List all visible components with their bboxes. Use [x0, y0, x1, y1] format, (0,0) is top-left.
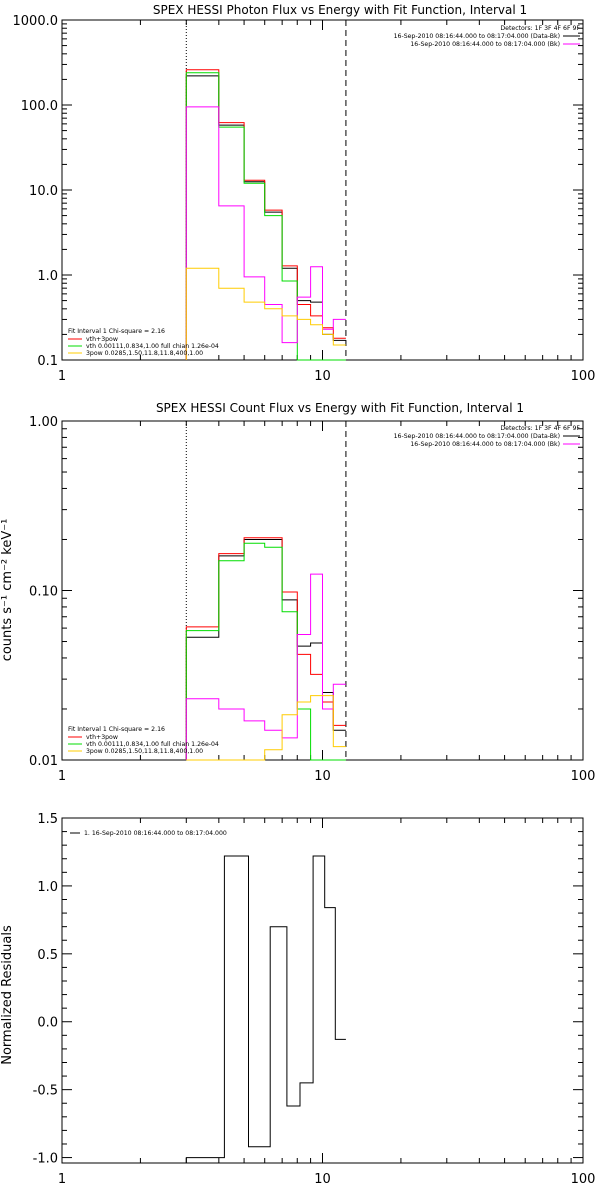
y-tick-label: -1.0	[33, 1152, 58, 1167]
residuals-series	[185, 855, 346, 1163]
photon-flux-top-legend-line-1: Detectors: 1F 3F 4F 6F 9F	[500, 25, 580, 32]
x-tick-label: 100	[571, 769, 596, 784]
series-3-histogram	[185, 106, 346, 360]
count-flux-y-label: counts s⁻¹ cm⁻² keV⁻¹	[0, 519, 15, 662]
residuals-axis-ticks	[61, 817, 583, 1163]
photon-flux-panel: SPEX HESSI Photon Flux vs Energy with Fi…	[13, 3, 596, 384]
y-tick-label: 100.0	[21, 99, 58, 114]
series-2-histogram	[185, 542, 346, 761]
y-tick-label: 0.10	[29, 585, 58, 600]
x-tick-label: 100	[571, 1172, 596, 1187]
y-tick-label: -0.5	[33, 1084, 58, 1099]
photon-flux-title: SPEX HESSI Photon Flux vs Energy with Fi…	[153, 3, 527, 17]
y-tick-label: 1.0	[37, 880, 58, 895]
y-tick-label: 0.01	[29, 754, 58, 769]
count-flux-fit-legend-header: Fit Interval 1 Chi-square = 2.16	[68, 726, 165, 733]
photon-flux-top-legend-line-2: 16-Sep-2010 08:16:44.000 to 08:17:04.000…	[394, 33, 560, 40]
photon-flux-fit-legend-line-2: vth 0.00111,0.834,1.00 full chian 1.26e-…	[86, 343, 219, 350]
series-4-histogram	[185, 267, 346, 360]
series-1-histogram	[185, 69, 346, 360]
y-tick-label: 0.5	[37, 948, 58, 963]
count-flux-series	[185, 537, 346, 761]
x-tick-label: 1	[58, 769, 66, 784]
residuals-legend: 1. 16-Sep-2010 08:16:44.000 to 08:17:04.…	[70, 830, 227, 837]
count-flux-axis-ticks	[61, 421, 583, 761]
residuals-plot-frame	[61, 817, 584, 1164]
count-flux-fit-legend-line-2: vth 0.00111,0.834,1.00 full chian 1.26e-…	[86, 741, 219, 748]
count-flux-top-legend-line-1: Detectors: 1F 3F 4F 6F 9F	[500, 425, 580, 432]
photon-flux-fit-legend-header: Fit Interval 1 Chi-square = 2.16	[68, 328, 165, 335]
residuals-y-label: Normalized Residuals	[0, 925, 15, 1065]
photon-flux-top-legend: Detectors: 1F 3F 4F 6F 9F 16-Sep-2010 08…	[394, 25, 581, 48]
count-flux-panel: SPEX HESSI Count Flux vs Energy with Fit…	[0, 401, 595, 784]
x-tick-label: 1	[58, 1172, 66, 1187]
count-flux-fit-legend-line-1: vth+3pow	[86, 734, 118, 741]
x-tick-label: 100	[571, 369, 596, 384]
residuals-tick-labels: 1 10 100 -1.0 -0.5 0.0 0.5 1.0 1.5	[33, 812, 596, 1187]
y-tick-label: 1000.0	[13, 14, 59, 29]
count-flux-fit-legend-line-3: 3pow 0.0285,1.50,11.8,11.8,400,1.00	[86, 748, 203, 755]
count-flux-title: SPEX HESSI Count Flux vs Energy with Fit…	[156, 401, 524, 415]
count-flux-top-legend-line-2: 16-Sep-2010 08:16:44.000 to 08:17:04.000…	[394, 433, 560, 440]
photon-flux-fit-legend: Fit Interval 1 Chi-square = 2.16 vth+3po…	[68, 328, 219, 357]
y-tick-label: 1.0	[37, 269, 58, 284]
count-flux-reference-lines	[185, 421, 347, 760]
photon-flux-reference-lines	[185, 20, 347, 360]
count-flux-top-legend-line-3: 16-Sep-2010 08:16:44.000 to 08:17:04.000…	[410, 441, 560, 448]
x-tick-label: 10	[314, 369, 331, 384]
y-tick-label: 1.00	[29, 415, 58, 430]
residuals-panel: Normalized Residuals 1 10 100 -1.0 -0.5 0.0 0.…	[0, 812, 595, 1187]
photon-flux-top-legend-line-3: 16-Sep-2010 08:16:44.000 to 08:17:04.000…	[410, 41, 560, 48]
y-tick-label: 0.1	[37, 354, 58, 369]
y-tick-label: 0.0	[37, 1016, 58, 1031]
series-2-histogram	[185, 72, 346, 361]
x-tick-label: 10	[314, 1172, 331, 1187]
photon-flux-fit-legend-line-1: vth+3pow	[86, 336, 118, 343]
y-tick-label: 10.0	[29, 184, 58, 199]
series-1-histogram	[185, 537, 346, 760]
x-tick-label: 10	[314, 769, 331, 784]
photon-flux-tick-labels: 1 10 100 0.1 1.0 10.0 100.0 1000.0	[13, 14, 596, 384]
count-flux-top-legend: Detectors: 1F 3F 4F 6F 9F 16-Sep-2010 08…	[394, 425, 581, 448]
photon-flux-series	[185, 69, 346, 361]
y-tick-label: 1.5	[37, 812, 58, 827]
count-flux-fit-legend: Fit Interval 1 Chi-square = 2.16 vth+3po…	[68, 726, 219, 755]
photon-flux-axis-ticks	[61, 20, 583, 361]
series-4-histogram	[186, 695, 346, 761]
series-0-histogram	[185, 855, 346, 1163]
series-0-histogram	[185, 539, 346, 760]
x-tick-label: 1	[58, 369, 66, 384]
series-0-histogram	[185, 75, 346, 360]
count-flux-tick-labels: 1 10 100 0.01 0.10 1.00	[29, 415, 595, 784]
series-3-histogram	[185, 573, 346, 760]
photon-flux-fit-legend-line-3: 3pow 0.0285,1.50,11.8,11.8,400,1.00	[86, 350, 203, 357]
residuals-legend-text: 1. 16-Sep-2010 08:16:44.000 to 08:17:04.…	[84, 830, 227, 837]
